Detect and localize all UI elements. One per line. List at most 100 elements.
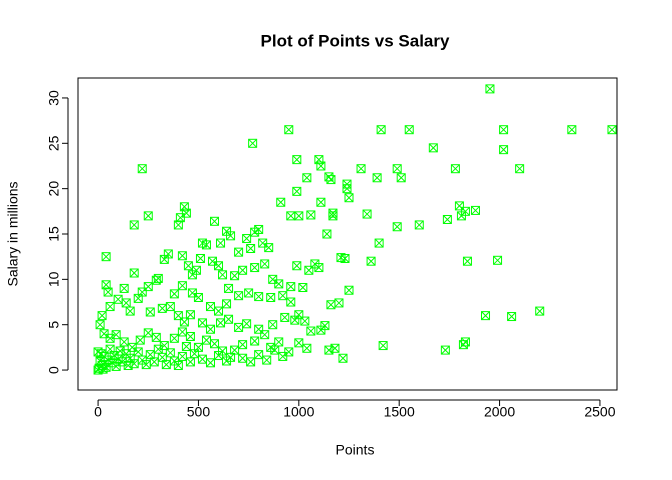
point — [214, 351, 224, 361]
point — [246, 244, 256, 254]
point — [214, 261, 224, 271]
point — [292, 261, 302, 271]
point — [99, 329, 109, 339]
point — [324, 172, 334, 182]
point — [344, 193, 354, 203]
y-tick-label: 30 — [46, 90, 62, 106]
point — [284, 347, 294, 357]
point — [103, 287, 113, 297]
point — [201, 335, 211, 345]
point — [216, 318, 226, 328]
point — [499, 125, 509, 135]
point — [442, 214, 452, 224]
point — [254, 292, 264, 302]
y-tick-label: 10 — [46, 271, 62, 287]
point — [248, 138, 258, 148]
point — [105, 333, 115, 343]
point — [276, 197, 286, 207]
point — [458, 340, 468, 350]
point — [242, 319, 252, 329]
point — [177, 281, 187, 291]
point — [334, 298, 344, 308]
point — [145, 307, 155, 317]
point — [210, 339, 220, 349]
point — [342, 179, 352, 189]
point — [119, 337, 129, 347]
point — [298, 283, 308, 293]
y-tick-label: 0 — [46, 366, 62, 374]
point — [404, 125, 414, 135]
point — [320, 321, 330, 331]
point — [306, 210, 316, 220]
point — [101, 280, 111, 290]
point — [137, 164, 147, 174]
point — [460, 337, 470, 347]
point — [396, 173, 406, 183]
point — [328, 208, 338, 218]
point — [111, 330, 121, 340]
point — [428, 143, 438, 153]
point — [165, 302, 175, 312]
point — [205, 324, 215, 334]
point — [218, 270, 228, 280]
point — [286, 282, 296, 292]
point — [322, 229, 332, 239]
point — [356, 164, 366, 174]
point — [183, 261, 193, 271]
point — [302, 343, 312, 353]
chart-title: Plot of Points vs Salary — [261, 31, 450, 50]
point — [185, 331, 195, 341]
point — [374, 238, 384, 248]
point — [222, 299, 232, 309]
point — [224, 314, 234, 324]
point — [191, 265, 201, 275]
point — [163, 249, 173, 259]
y-tick-label: 25 — [46, 135, 62, 151]
point — [234, 322, 244, 332]
point — [185, 310, 195, 320]
point — [344, 285, 354, 295]
point — [214, 306, 224, 316]
point — [493, 255, 503, 265]
point — [177, 351, 187, 361]
point — [226, 231, 236, 241]
point — [181, 341, 191, 351]
point — [280, 312, 290, 322]
y-axis-label: Salary in millions — [5, 181, 21, 286]
point — [250, 336, 260, 346]
point — [195, 253, 205, 263]
point — [119, 283, 129, 293]
point — [316, 197, 326, 207]
point — [507, 312, 517, 322]
x-tick-label: 1500 — [384, 404, 415, 420]
point — [499, 145, 509, 155]
point — [342, 184, 352, 194]
point — [456, 211, 466, 221]
point — [113, 294, 123, 304]
point — [316, 161, 326, 171]
point — [173, 361, 183, 371]
point — [250, 263, 260, 273]
point — [185, 357, 195, 367]
y-tick-label: 20 — [46, 181, 62, 197]
point — [216, 238, 226, 248]
point — [254, 350, 264, 360]
point — [193, 292, 203, 302]
point — [230, 345, 240, 355]
point — [129, 268, 139, 278]
point — [197, 354, 207, 364]
point — [268, 320, 278, 330]
point — [175, 213, 185, 223]
point — [270, 345, 280, 355]
point — [278, 351, 288, 361]
point — [567, 125, 577, 135]
point — [96, 349, 106, 359]
point — [177, 327, 187, 337]
point — [607, 125, 617, 135]
point — [234, 247, 244, 257]
point — [286, 211, 296, 221]
point — [414, 220, 424, 230]
point — [181, 208, 191, 218]
point — [292, 155, 302, 165]
